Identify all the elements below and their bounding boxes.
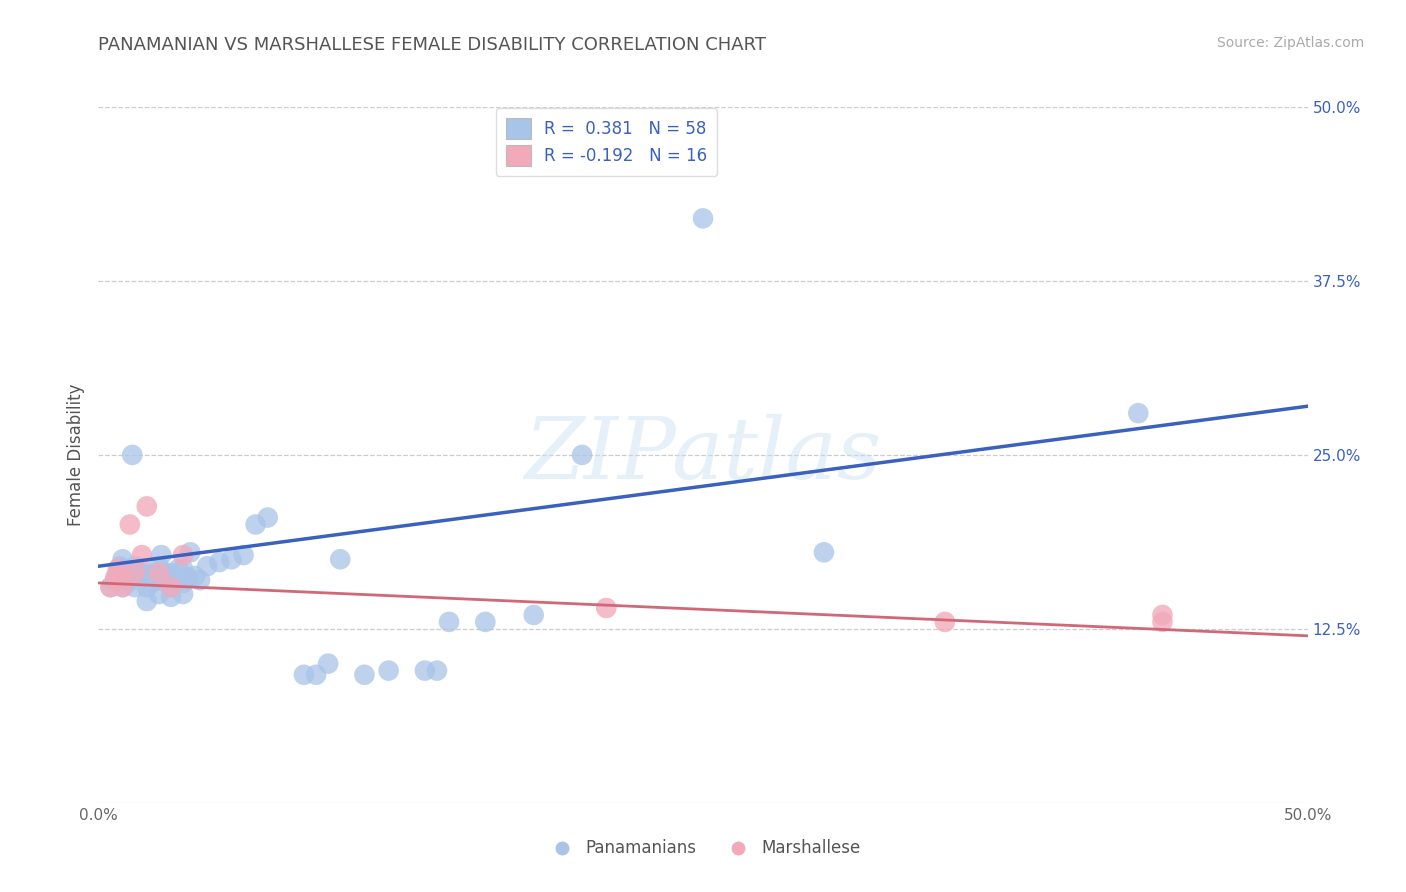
Y-axis label: Female Disability: Female Disability — [67, 384, 86, 526]
Point — [131, 566, 153, 581]
Point — [155, 566, 177, 581]
Point — [160, 566, 183, 581]
Point — [111, 552, 134, 566]
Point — [160, 590, 183, 604]
Point — [104, 570, 127, 584]
Point — [160, 580, 183, 594]
Point — [111, 580, 134, 594]
Point — [107, 566, 129, 581]
Point — [934, 615, 956, 629]
Text: PANAMANIAN VS MARSHALLESE FEMALE DISABILITY CORRELATION CHART: PANAMANIAN VS MARSHALLESE FEMALE DISABIL… — [98, 36, 766, 54]
Point — [148, 559, 170, 574]
Point — [437, 615, 460, 629]
Point — [108, 559, 131, 574]
Point — [1152, 607, 1174, 622]
Point — [177, 570, 200, 584]
Point — [165, 573, 187, 587]
Point — [172, 548, 194, 562]
Point — [172, 587, 194, 601]
Point — [413, 664, 436, 678]
Point — [124, 559, 146, 574]
Point — [167, 562, 190, 576]
Point — [1152, 615, 1174, 629]
Point — [474, 615, 496, 629]
Point — [813, 545, 835, 559]
Point — [111, 562, 134, 576]
Point — [595, 601, 617, 615]
Text: Source: ZipAtlas.com: Source: ZipAtlas.com — [1216, 36, 1364, 50]
Point — [184, 569, 207, 583]
Point — [117, 576, 139, 591]
Point — [172, 562, 194, 576]
Point — [148, 573, 170, 587]
Point — [160, 580, 183, 594]
Point — [1128, 406, 1150, 420]
Point — [377, 664, 399, 678]
Point — [143, 566, 166, 581]
Point — [305, 667, 328, 681]
Point — [172, 576, 194, 591]
Point — [118, 517, 141, 532]
Point — [121, 448, 143, 462]
Point — [100, 580, 122, 594]
Point — [111, 570, 134, 584]
Text: ZIPatlas: ZIPatlas — [524, 414, 882, 496]
Point — [208, 555, 231, 569]
Point — [124, 566, 146, 581]
Point — [150, 548, 173, 562]
Point — [135, 580, 157, 594]
Point — [118, 566, 141, 581]
Point — [148, 587, 170, 601]
Point — [124, 580, 146, 594]
Point — [107, 562, 129, 576]
Point — [111, 573, 134, 587]
Point — [131, 548, 153, 562]
Point — [692, 211, 714, 226]
Point — [426, 664, 449, 678]
Point — [329, 552, 352, 566]
Point — [195, 559, 218, 574]
Point — [523, 607, 546, 622]
Point — [232, 548, 254, 562]
Point — [111, 580, 134, 594]
Point — [135, 594, 157, 608]
Point — [135, 500, 157, 514]
Point — [256, 510, 278, 524]
Point — [179, 545, 201, 559]
Point — [292, 667, 315, 681]
Point — [124, 569, 146, 583]
Point — [188, 573, 211, 587]
Point — [245, 517, 267, 532]
Legend: Panamanians, Marshallese: Panamanians, Marshallese — [538, 833, 868, 864]
Point — [571, 448, 593, 462]
Point — [316, 657, 339, 671]
Point — [100, 580, 122, 594]
Point — [221, 552, 243, 566]
Point — [104, 573, 127, 587]
Point — [141, 576, 163, 591]
Point — [148, 566, 170, 581]
Point — [353, 667, 375, 681]
Point — [135, 566, 157, 581]
